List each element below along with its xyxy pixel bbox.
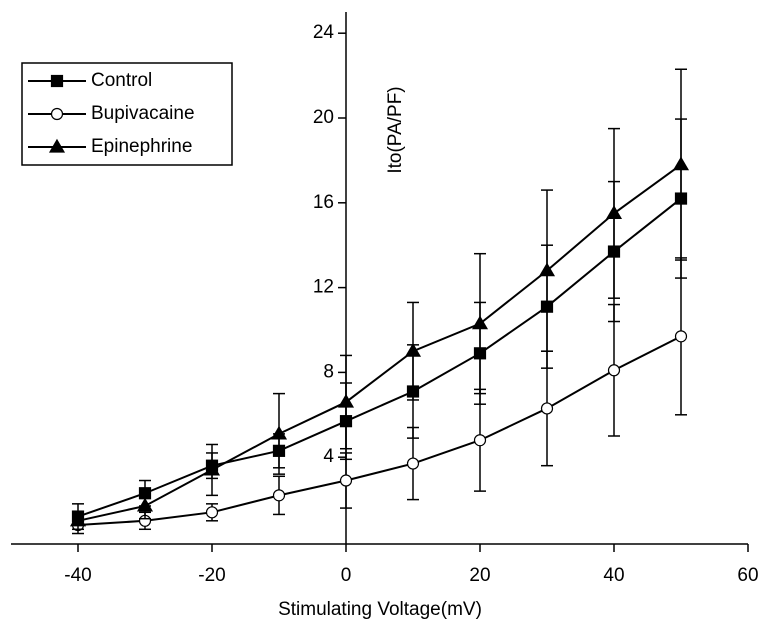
y-tick-label: 4 — [323, 446, 334, 467]
legend-marker — [50, 107, 64, 121]
x-tick-label: 20 — [469, 565, 490, 586]
legend-label: Bupivacaine — [91, 103, 195, 124]
data-point — [471, 315, 489, 330]
data-point — [136, 497, 154, 512]
y-tick-label: 24 — [313, 22, 335, 43]
series-line — [77, 163, 682, 522]
data-point — [473, 434, 487, 447]
data-point — [538, 262, 556, 277]
data-point — [203, 461, 221, 476]
legend-marker — [48, 138, 66, 153]
x-axis-label: Stimulating Voltage(mV) — [278, 599, 482, 620]
data-point — [406, 457, 420, 470]
legend-label: Control — [91, 70, 152, 91]
data-point — [674, 330, 688, 343]
data-point — [404, 343, 422, 357]
y-tick-label: 12 — [313, 277, 334, 298]
y-tick-label: 20 — [313, 107, 334, 128]
x-tick-label: 60 — [737, 565, 758, 586]
x-tick-label: -40 — [64, 565, 91, 586]
data-point — [605, 205, 623, 219]
data-point — [337, 393, 355, 408]
data-point — [540, 402, 554, 415]
legend-marker — [50, 74, 64, 88]
x-tick-label: 0 — [341, 565, 352, 586]
data-point — [339, 474, 353, 487]
y-tick-label: 8 — [323, 361, 334, 382]
series-line — [77, 335, 682, 527]
x-tick-label: 40 — [603, 565, 624, 586]
y-tick-label: 16 — [313, 192, 334, 213]
legend-label: Epinephrine — [91, 136, 192, 157]
data-point — [672, 156, 690, 171]
data-point — [272, 489, 286, 502]
y-axis-label: Ito(PA/PF) — [385, 86, 406, 173]
x-tick-label: -20 — [198, 565, 225, 586]
data-point — [69, 512, 87, 527]
data-point — [270, 425, 288, 440]
data-point — [607, 364, 621, 377]
series-line — [77, 197, 682, 518]
data-point — [205, 506, 219, 519]
